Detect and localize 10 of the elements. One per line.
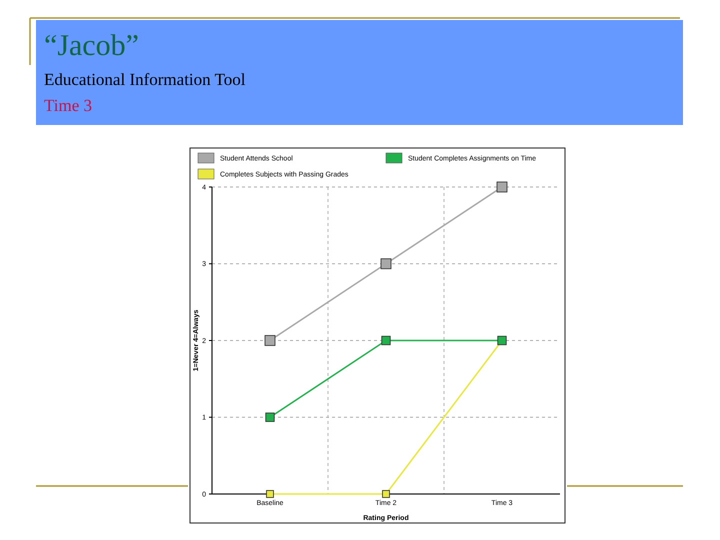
point: [380, 258, 392, 270]
point: [265, 412, 275, 422]
point: [266, 490, 274, 498]
text: Time 3: [44, 96, 92, 115]
point: [264, 335, 276, 346]
point: [381, 336, 391, 346]
point: [496, 182, 508, 192]
point: [382, 490, 390, 498]
chart-title: “Jacob”: [44, 29, 139, 62]
chart-subtitle: Educational Information Tool: [44, 70, 246, 89]
